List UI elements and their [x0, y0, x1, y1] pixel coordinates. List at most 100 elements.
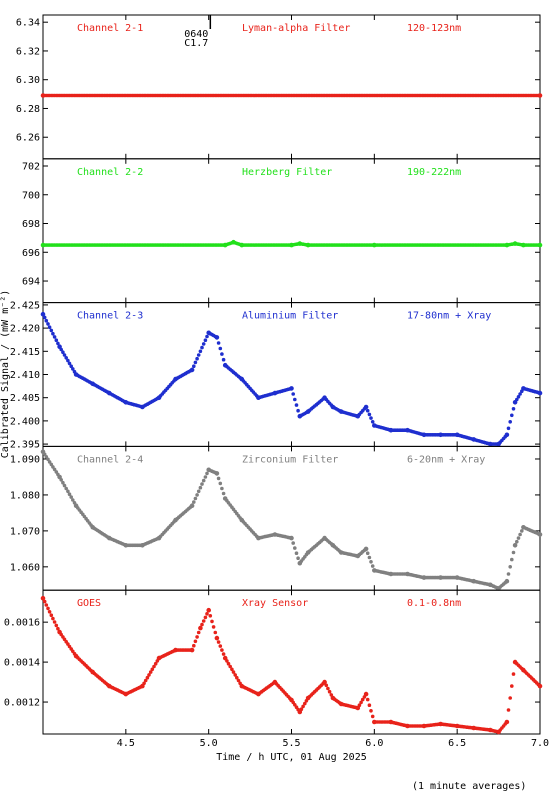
data-point	[46, 606, 50, 611]
y-tick-label: 694	[22, 277, 40, 288]
data-point	[338, 701, 344, 707]
data-point	[198, 349, 203, 354]
data-series	[40, 449, 543, 591]
data-point	[305, 409, 311, 414]
data-point	[510, 557, 514, 562]
data-point	[222, 242, 228, 248]
data-point	[81, 512, 85, 517]
data-point	[56, 626, 60, 631]
data-point	[360, 697, 365, 702]
data-point	[189, 503, 195, 509]
data-point	[51, 331, 55, 336]
data-point	[355, 553, 361, 559]
data-point	[198, 625, 203, 631]
data-point	[405, 571, 410, 577]
data-point	[40, 449, 46, 455]
data-point	[69, 364, 73, 369]
data-point	[294, 403, 299, 407]
panel-channel-label: Channel 2-3	[77, 311, 143, 322]
data-point	[210, 619, 214, 624]
data-point	[327, 689, 332, 694]
data-point	[512, 241, 518, 246]
data-point	[256, 395, 261, 401]
data-point	[226, 661, 231, 666]
data-point	[203, 615, 208, 620]
data-point	[56, 341, 60, 346]
data-point	[216, 476, 221, 481]
data-point	[73, 372, 79, 377]
data-point	[236, 678, 241, 683]
data-point	[512, 400, 518, 405]
data-point	[201, 478, 206, 483]
data-point	[73, 503, 79, 509]
data-point	[44, 455, 49, 459]
data-point	[66, 358, 70, 363]
data-point	[221, 652, 226, 656]
data-point	[239, 683, 245, 689]
data-point	[221, 357, 226, 362]
data-point	[195, 635, 199, 639]
averaging-note: (1 minute averages)	[412, 781, 527, 792]
data-point	[471, 437, 477, 442]
data-point	[64, 639, 68, 644]
data-point	[213, 630, 218, 635]
data-point	[537, 390, 543, 396]
data-series	[40, 595, 543, 735]
data-point	[516, 536, 521, 540]
data-point	[107, 390, 112, 396]
data-point	[220, 352, 224, 356]
data-point	[67, 492, 72, 497]
panel-filter-label: Zirconium Filter	[242, 454, 338, 465]
data-point	[293, 397, 297, 402]
data-point	[47, 610, 52, 614]
data-point	[218, 346, 223, 351]
data-point	[506, 708, 511, 712]
y-tick-label: 2.395	[10, 440, 40, 451]
data-point	[201, 619, 206, 623]
data-point	[508, 420, 513, 424]
data-point	[61, 480, 65, 485]
panel-band-label: 190-222nm	[407, 167, 461, 178]
data-point	[293, 546, 297, 550]
data-point	[510, 684, 514, 688]
panel-band-label: 6-20nm + Xray	[407, 454, 485, 465]
data-point	[61, 350, 65, 355]
data-point	[471, 725, 477, 731]
data-point	[206, 607, 211, 613]
data-point	[40, 311, 46, 317]
data-point	[359, 700, 363, 705]
data-point	[367, 703, 372, 708]
data-point	[153, 661, 158, 666]
panel-band-label: 120-123nm	[407, 23, 461, 34]
data-point	[372, 242, 377, 248]
data-point	[221, 491, 226, 496]
panel-band-label: 0.1-0.8nm	[407, 598, 461, 609]
data-point	[216, 341, 221, 345]
flare-class-label: C1.7	[184, 38, 208, 49]
data-point	[62, 353, 67, 357]
data-point	[303, 701, 307, 706]
data-point	[82, 514, 87, 519]
data-point	[454, 432, 460, 438]
data-point	[496, 441, 501, 447]
data-point	[488, 441, 493, 447]
data-point	[537, 532, 543, 537]
y-tick-label: 1.080	[10, 490, 40, 501]
data-point	[40, 595, 46, 601]
data-point	[193, 496, 198, 501]
data-point	[537, 242, 543, 248]
data-point	[140, 543, 145, 548]
data-point	[511, 550, 516, 555]
data-point	[145, 675, 150, 680]
data-point	[67, 644, 72, 649]
y-tick-label: 696	[22, 248, 40, 259]
data-point	[506, 572, 511, 576]
data-point	[67, 361, 72, 366]
data-point	[518, 392, 522, 396]
y-tick-label: 1.060	[10, 562, 40, 573]
data-point	[330, 404, 336, 410]
x-tick-label: 6.0	[365, 738, 383, 749]
data-series	[40, 239, 543, 248]
data-point	[388, 719, 394, 725]
data-point	[231, 507, 236, 512]
